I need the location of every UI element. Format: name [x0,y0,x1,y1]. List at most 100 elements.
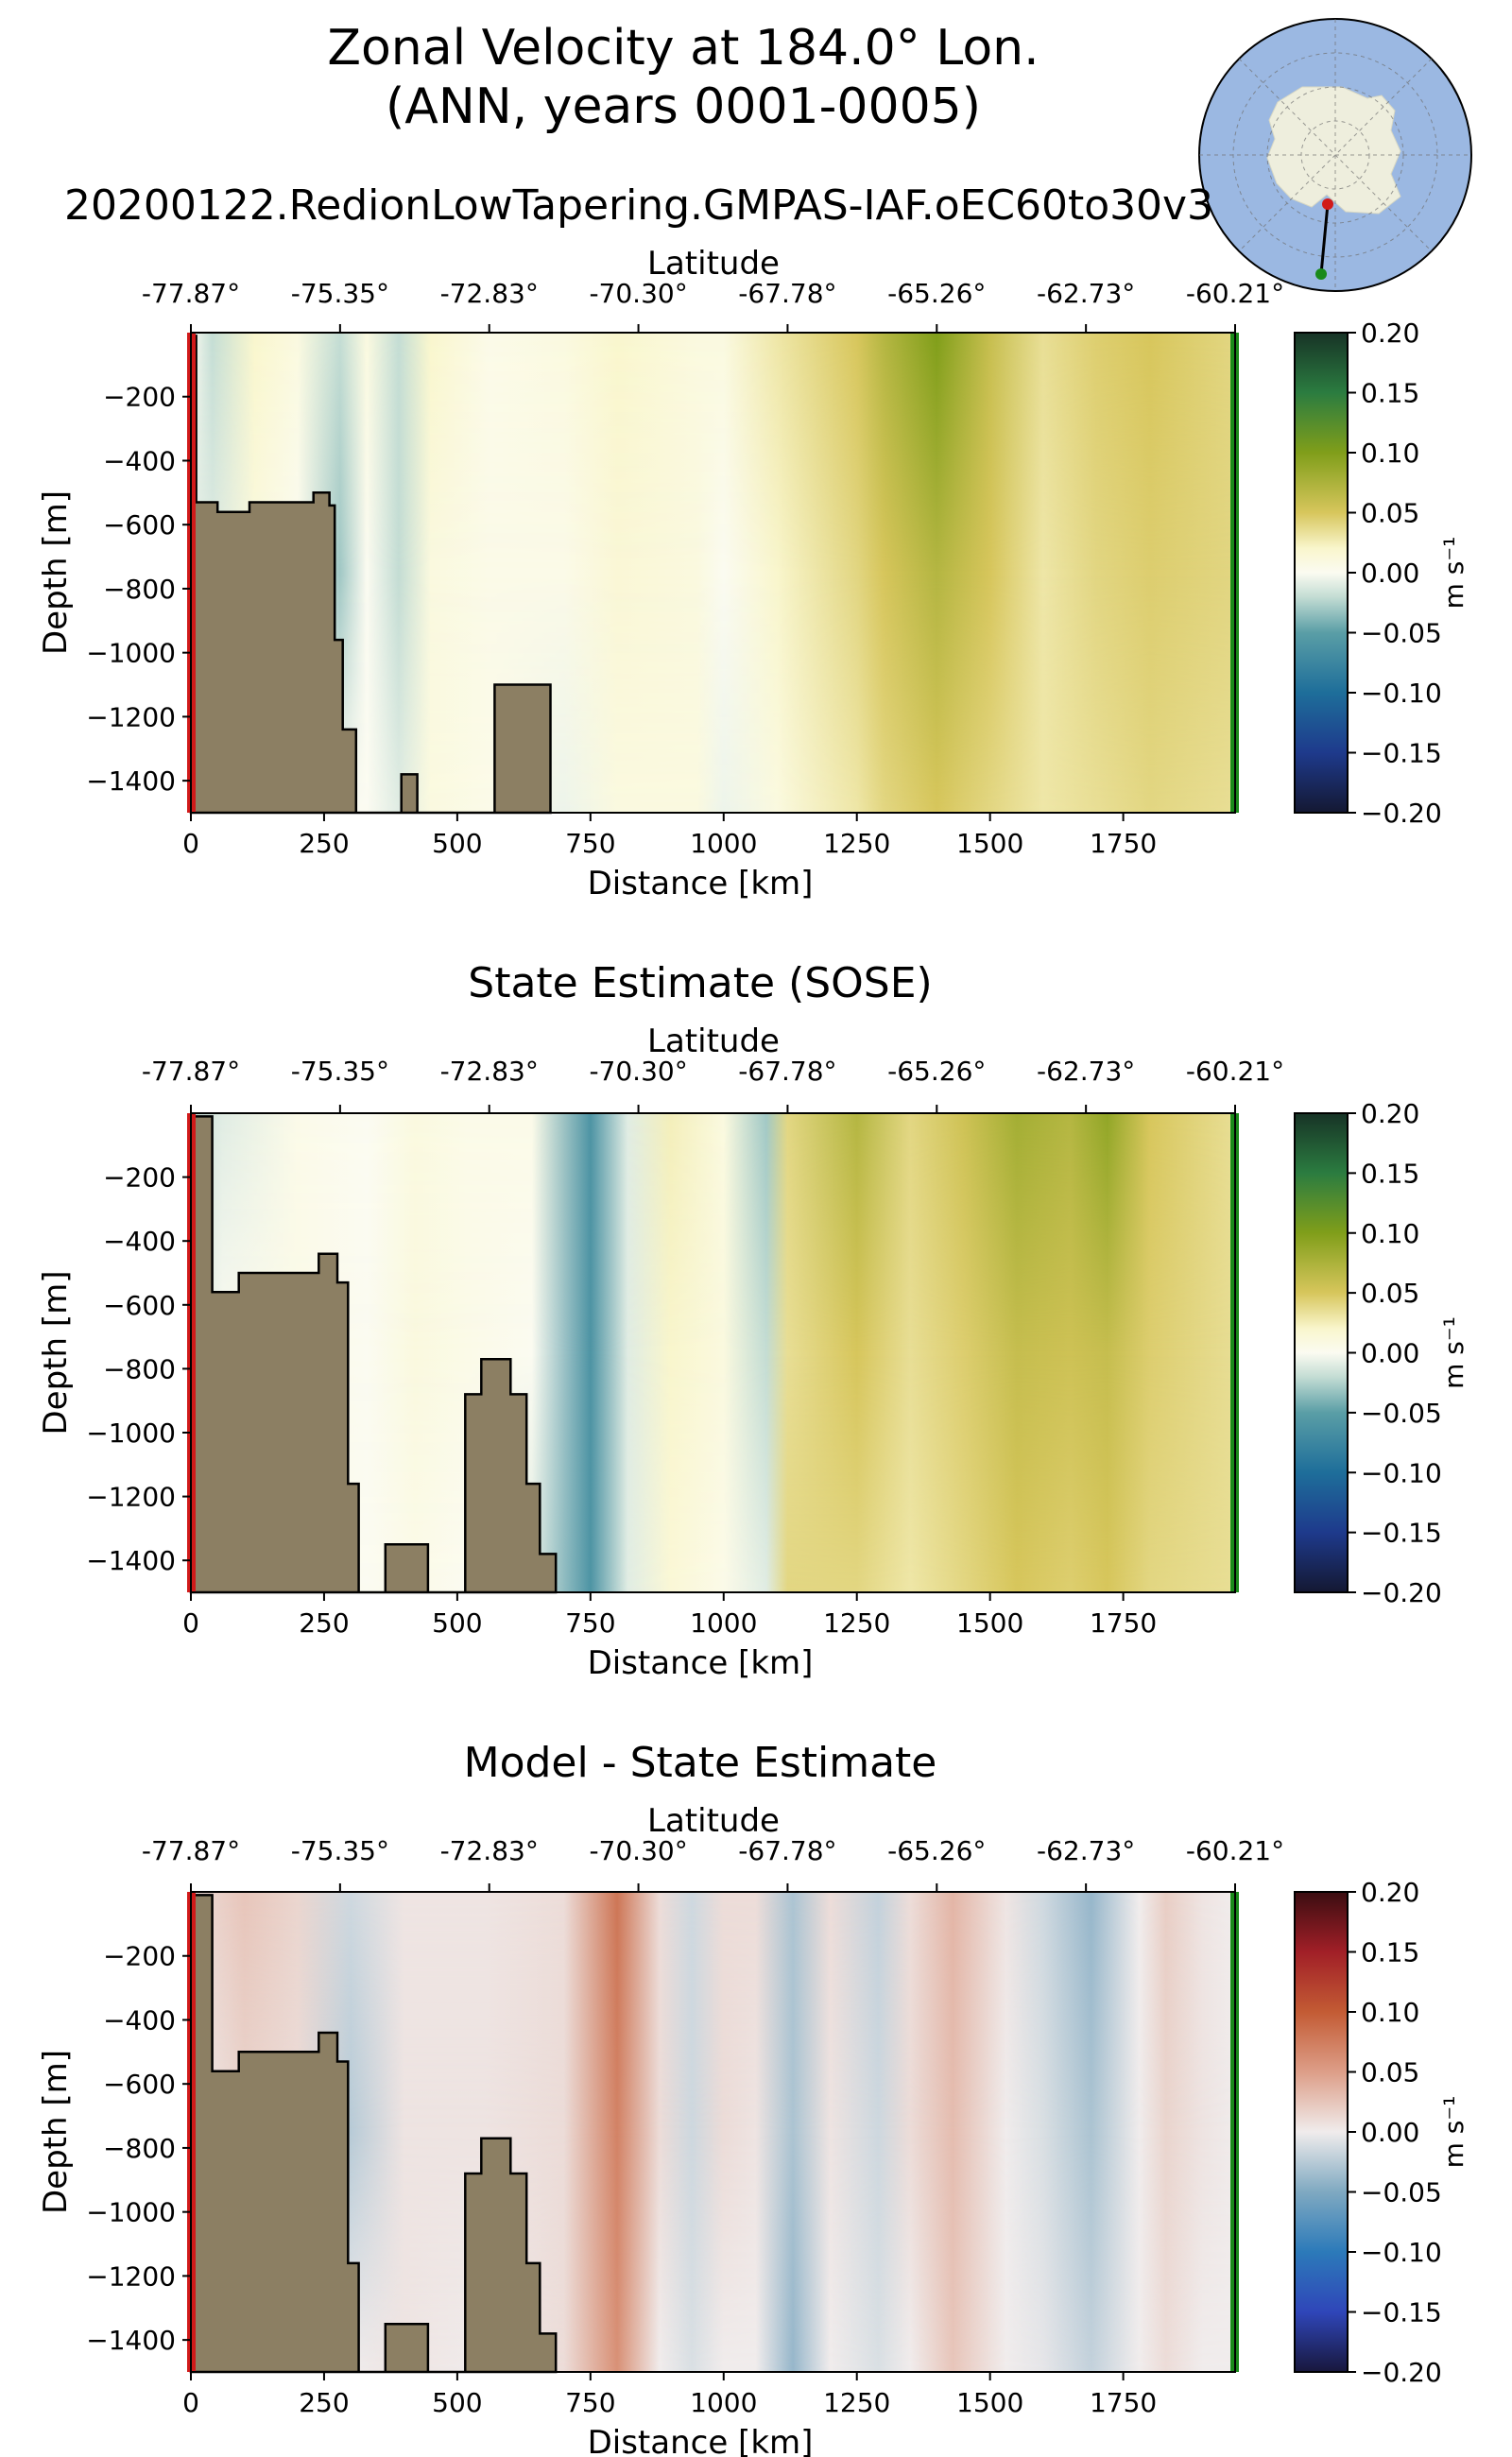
latitude-tick-label: -60.21° [1186,1835,1284,1866]
x-tick-label: 500 [432,2387,482,2418]
colorbar-tick-label: 0.20 [1361,318,1419,349]
colorbar-tick-label: −0.05 [1361,2177,1442,2208]
y-tick-label: −400 [103,1226,176,1257]
colorbar: 0.20 0.15 0.10 0.05 0.00 −0.05 −0.10 −0.15 −0.20… [1294,1098,1469,1608]
x-tick-label: 500 [432,1607,482,1639]
colorbar-tick-label: 0.15 [1361,1937,1419,1968]
y-tick-label: −400 [103,2004,176,2036]
velocity-field-deep [191,1352,1235,1592]
latitude-tick-label: -67.78° [738,278,836,309]
y-axis-label: Depth [m] [37,490,75,655]
x-tick-label: 0 [182,2387,199,2418]
graticule [1199,19,1471,291]
panel-2: State Estimate (SOSE) Latitude 0 250 500 750 1… [37,959,1469,1682]
y-tick-label: −1200 [86,2260,176,2292]
velocity-field-surface [191,1113,1235,1353]
latitude-tick-label: -70.30° [589,1056,687,1087]
colorbar: 0.20 0.15 0.10 0.05 0.00 −0.05 −0.10 −0.15 −0.20… [1294,318,1469,829]
colorbar-label: m s⁻¹ [1438,2096,1469,2169]
y-tick-label: −600 [103,509,176,541]
colorbar-label: m s⁻¹ [1438,1316,1469,1389]
latitude-tick-label: -60.21° [1186,1056,1284,1087]
velocity-field-deep [191,2132,1235,2372]
latitude-tick-label: -77.87° [142,278,240,309]
colorbar-tick-label: 0.15 [1361,1158,1419,1189]
x-tick-label: 1500 [956,828,1023,859]
colorbar: 0.20 0.15 0.10 0.05 0.00 −0.05 −0.10 −0.15 −0.20… [1294,1877,1469,2388]
x-tick-label: 1250 [823,2387,890,2418]
latitude-tick-label: -65.26° [887,1056,986,1087]
latitude-tick-label: -70.30° [589,1835,687,1866]
latitude-tick-label: -75.35° [291,1056,389,1087]
colorbar-tick-label: −0.10 [1361,678,1442,709]
x-tick-label: 1750 [1090,828,1157,859]
x-axis-label: Distance [km] [588,865,814,902]
section-line [1319,203,1330,275]
latitude-tick-label: -67.78° [738,1056,836,1087]
x-tick-label: 1500 [956,1607,1023,1639]
x-tick-label: 1500 [956,2387,1023,2418]
antarctica-landmass [1266,86,1401,215]
x-tick-label: 1000 [690,2387,757,2418]
x-tick-label: 750 [565,2387,615,2418]
y-tick-label: −600 [103,2069,176,2100]
y-tick-label: −800 [103,1353,176,1384]
colorbar-tick-label: −0.05 [1361,618,1442,649]
x-tick-label: 0 [182,828,199,859]
velocity-field [191,1892,1235,2372]
colorbar-tick-label: −0.15 [1361,1518,1442,1549]
latitude-axis-label: Latitude [647,1022,780,1060]
colorbar-tick-label: 0.05 [1361,2057,1419,2088]
velocity-field-surface [191,333,1235,573]
velocity-field-deep [191,573,1235,813]
y-tick-label: −1400 [86,2325,176,2356]
x-tick-label: 0 [182,1607,199,1639]
y-tick-label: −1000 [86,1418,176,1449]
colorbar-gradient [1294,332,1349,814]
panel-3: Model - State Estimate Latitude 0 250 500 750… [37,1739,1469,2457]
latitude-tick-label: -75.35° [291,278,389,309]
y-tick-label: −800 [103,2133,176,2164]
x-tick-label: 1750 [1090,1607,1157,1639]
velocity-field [191,333,1235,813]
section-start-marker [1322,198,1333,210]
inset-map [1198,18,1472,292]
latitude-tick-label: -70.30° [589,278,687,309]
colorbar-tick-label: −0.20 [1361,798,1442,829]
colorbar-tick-label: −0.20 [1361,1577,1442,1608]
velocity-field [191,1113,1235,1592]
latitude-tick-label: -62.73° [1037,278,1135,309]
panel-title: Model - State Estimate [464,1739,937,1787]
x-tick-label: 1250 [823,1607,890,1639]
x-tick-label: 750 [565,1607,615,1639]
y-tick-label: −1000 [86,638,176,669]
x-tick-label: 250 [299,2387,349,2418]
colorbar-tick-label: −0.15 [1361,2297,1442,2328]
panel-title: 20200122.RedionLowTapering.GMPAS-IAF.oEC… [64,181,1213,230]
x-tick-label: 250 [299,828,349,859]
latitude-tick-label: -77.87° [142,1835,240,1866]
plot-frame [190,1112,1236,1593]
latitude-tick-label: -65.26° [887,278,986,309]
latitude-tick-label: -60.21° [1186,278,1284,309]
latitude-tick-label: -62.73° [1037,1835,1135,1866]
y-tick-label: −1200 [86,1482,176,1513]
colorbar-tick-label: −0.05 [1361,1398,1442,1429]
seafloor-topography [189,1894,558,2374]
figure-title-line2: (ANN, years 0001-0005) [386,78,981,135]
colorbar-tick-label: 0.10 [1361,438,1419,469]
x-tick-label: 750 [565,828,615,859]
y-tick-label: −200 [103,1941,176,1972]
latitude-tick-label: -77.87° [142,1056,240,1087]
colorbar-tick-label: 0.00 [1361,2117,1419,2148]
latitude-tick-label: -75.35° [291,1835,389,1866]
plot-frame [190,332,1236,814]
colorbar-tick-label: −0.10 [1361,1457,1442,1488]
x-tick-label: 1000 [690,828,757,859]
y-axis-label: Depth [m] [37,2050,75,2214]
y-tick-label: −1400 [86,765,176,797]
colorbar-tick-label: 0.05 [1361,498,1419,529]
x-tick-label: 500 [432,828,482,859]
colorbar-gradient [1294,1891,1349,2373]
